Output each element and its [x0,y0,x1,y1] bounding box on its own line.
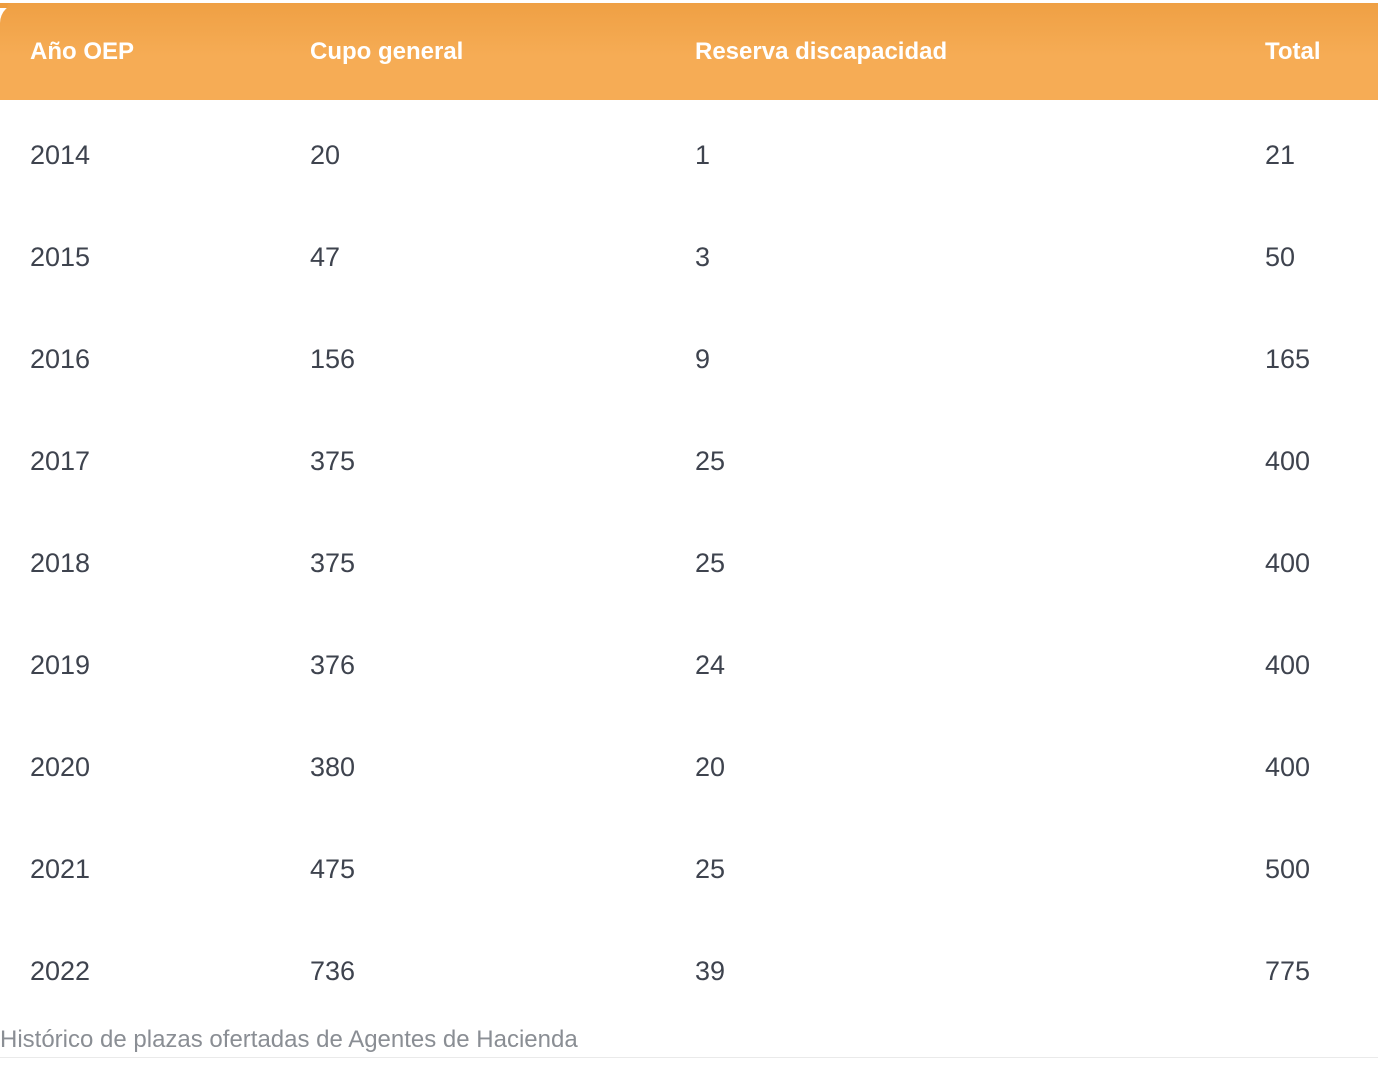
table-row: 2019 376 24 400 [0,614,1378,716]
cell-cupo-general: 375 [310,445,356,476]
cell-cupo-general: 376 [310,649,356,680]
column-header-cupo-general: Cupo general [310,37,464,65]
cell-cupo-general: 20 [310,139,341,170]
cell-total: 775 [1265,955,1311,986]
cell-total: 400 [1265,751,1311,782]
cell-total: 50 [1265,241,1296,272]
table-row: 2015 47 3 50 [0,206,1378,308]
cell-year: 2018 [30,547,91,578]
cell-total: 165 [1265,343,1311,374]
cell-reserva-discapacidad: 3 [695,241,711,272]
cell-year: 2015 [30,241,91,272]
bottom-divider [0,1057,1378,1058]
cell-total: 400 [1265,547,1311,578]
cell-reserva-discapacidad: 39 [695,955,726,986]
cell-year: 2017 [30,445,91,476]
cell-cupo-general: 380 [310,751,356,782]
cell-year: 2019 [30,649,91,680]
cell-reserva-discapacidad: 1 [695,139,711,170]
cell-reserva-discapacidad: 25 [695,853,726,884]
column-header-reserva-discapacidad: Reserva discapacidad [695,37,948,65]
cell-cupo-general: 375 [310,547,356,578]
cell-reserva-discapacidad: 9 [695,343,711,374]
table-caption: Histórico de plazas ofertadas de Agentes… [0,1026,578,1053]
cell-total: 500 [1265,853,1311,884]
cell-total: 400 [1265,649,1311,680]
cell-year: 2021 [30,853,91,884]
column-header-year: Año OEP [30,37,135,65]
cell-reserva-discapacidad: 25 [695,445,726,476]
cell-reserva-discapacidad: 24 [695,649,726,680]
cell-reserva-discapacidad: 20 [695,751,726,782]
cell-year: 2014 [30,139,91,170]
plazas-table-widget: Año OEP Cupo general Reserva discapacida… [0,3,1378,1058]
cell-cupo-general: 736 [310,955,356,986]
table-row: 2017 375 25 400 [0,410,1378,512]
table-row: 2014 20 1 21 [0,104,1378,206]
table-body: 2014 20 1 21 2015 47 3 50 2016 156 9 165 2017 375 25 40… [0,100,1378,1022]
cell-cupo-general: 475 [310,853,356,884]
table-row: 2021 475 25 500 [0,818,1378,920]
table-row: 2020 380 20 400 [0,716,1378,818]
cell-total: 21 [1265,139,1296,170]
cell-year: 2022 [30,955,91,986]
table-header-row: Año OEP Cupo general Reserva discapacida… [0,3,1378,100]
cell-year: 2016 [30,343,91,374]
cell-total: 400 [1265,445,1311,476]
table-row: 2016 156 9 165 [0,308,1378,410]
table-row: 2022 736 39 775 [0,920,1378,1022]
cell-reserva-discapacidad: 25 [695,547,726,578]
cell-cupo-general: 47 [310,241,341,272]
column-header-total: Total [1265,37,1321,65]
cell-year: 2020 [30,751,91,782]
cell-cupo-general: 156 [310,343,356,374]
table-row: 2018 375 25 400 [0,512,1378,614]
